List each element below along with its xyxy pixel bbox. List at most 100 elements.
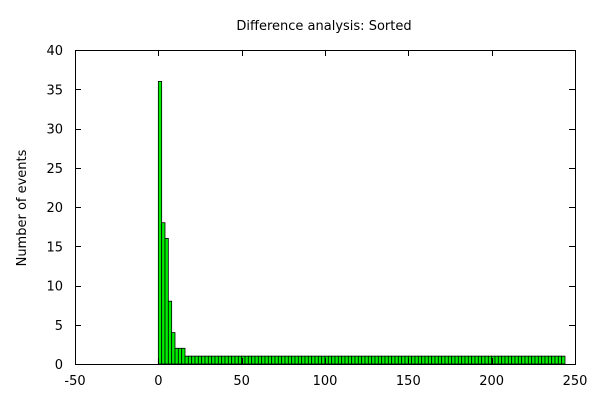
histogram-bar: [361, 355, 366, 365]
histogram-bar: [317, 355, 323, 365]
histogram-bar: [441, 355, 446, 365]
histogram-bar: [217, 355, 223, 365]
histogram-bar: [191, 355, 196, 365]
histogram-bar: [314, 355, 319, 365]
histogram-bar: [554, 355, 559, 365]
histogram-bar: [467, 355, 473, 365]
histogram-bar: [444, 355, 449, 365]
histogram-bar: [247, 355, 253, 365]
histogram-bar: [177, 347, 183, 365]
histogram-bar: [454, 355, 459, 365]
histogram-bar: [501, 355, 506, 365]
histogram-bar: [544, 355, 549, 365]
histogram-bar: [161, 222, 166, 365]
histogram-bar: [344, 355, 349, 365]
histogram-bar: [437, 355, 443, 365]
histogram-bar: [387, 355, 393, 365]
y-tick-label: 0: [55, 358, 63, 373]
histogram-bar: [304, 355, 309, 365]
histogram-bar: [164, 237, 169, 365]
histogram-bar: [477, 355, 483, 365]
histogram-bar: [281, 355, 286, 365]
x-tick-label: 50: [233, 374, 250, 389]
histogram-bar: [261, 355, 266, 365]
histogram-bar: [207, 355, 213, 365]
histogram-bar: [471, 355, 476, 365]
histogram-bar: [411, 355, 416, 365]
histogram-bar: [484, 355, 489, 365]
y-tick-label: 5: [55, 319, 63, 334]
histogram-bar: [264, 355, 269, 365]
histogram-bar: [267, 355, 273, 365]
histogram-bar: [451, 355, 456, 365]
histogram-bar: [327, 355, 333, 365]
chart-title: Difference analysis: Sorted: [236, 19, 411, 34]
histogram-bar: [497, 355, 503, 365]
y-tick-label: 30: [46, 123, 63, 138]
histogram-bar: [311, 355, 316, 365]
histogram-bar: [157, 81, 163, 365]
x-tick-label: 0: [154, 374, 162, 389]
histogram-bar: [277, 355, 283, 365]
histogram-bar: [364, 355, 369, 365]
y-tick-label: 10: [46, 280, 63, 295]
histogram-bar: [397, 355, 403, 365]
histogram-bar: [424, 355, 429, 365]
histogram-bar: [524, 355, 529, 365]
y-axis-label: Number of events: [15, 149, 30, 266]
x-tick-label: 150: [396, 374, 421, 389]
histogram-bar: [347, 355, 353, 365]
histogram-bar: [514, 355, 519, 365]
histogram-bar: [371, 355, 376, 365]
histogram-bar: [401, 355, 406, 365]
histogram-bar: [181, 347, 186, 365]
histogram-bar: [287, 355, 293, 365]
histogram-bar: [227, 355, 233, 365]
histogram-bar: [557, 355, 563, 365]
histogram-bar: [377, 355, 383, 365]
y-tick-label: 35: [46, 83, 63, 98]
y-tick-label: 20: [46, 201, 63, 216]
histogram-bar: [274, 355, 279, 365]
histogram-bar: [184, 355, 189, 365]
histogram-bar: [294, 355, 299, 365]
histogram-bar: [237, 355, 243, 365]
histogram-bar: [197, 355, 203, 365]
histogram-bar: [507, 355, 513, 365]
histogram-bar: [434, 355, 439, 365]
histogram-bar: [537, 355, 543, 365]
histogram-bar: [357, 355, 363, 365]
histogram-bar: [251, 355, 256, 365]
x-tick-label: 200: [479, 374, 504, 389]
histogram-bar: [414, 355, 419, 365]
histogram-bar: [447, 355, 453, 365]
histogram-bar: [421, 355, 426, 365]
histogram-bar: [224, 355, 229, 365]
histogram-bar: [464, 355, 469, 365]
histogram-bar: [284, 355, 289, 365]
histogram-bar: [561, 355, 566, 365]
x-tick-label: -50: [64, 374, 85, 389]
histogram-bar: [297, 355, 303, 365]
histogram-bar: [427, 355, 433, 365]
histogram-bar: [494, 355, 499, 365]
histogram-bar: [354, 355, 359, 365]
histogram-bar: [531, 355, 536, 365]
histogram-bar: [171, 332, 176, 365]
histogram-bar: [334, 355, 339, 365]
histogram-bar: [337, 355, 343, 365]
histogram-bar: [504, 355, 509, 365]
histogram-bar: [341, 355, 346, 365]
histogram-bar: [517, 355, 523, 365]
y-tick-label: 25: [46, 162, 63, 177]
histogram-bar: [201, 355, 206, 365]
plot-frame: [75, 50, 576, 365]
histogram-bar: [541, 355, 546, 365]
histogram-bar: [381, 355, 386, 365]
histogram-bar: [481, 355, 486, 365]
histogram-bar: [547, 355, 553, 365]
histogram-bar: [321, 355, 326, 365]
histogram-bar: [174, 347, 179, 365]
